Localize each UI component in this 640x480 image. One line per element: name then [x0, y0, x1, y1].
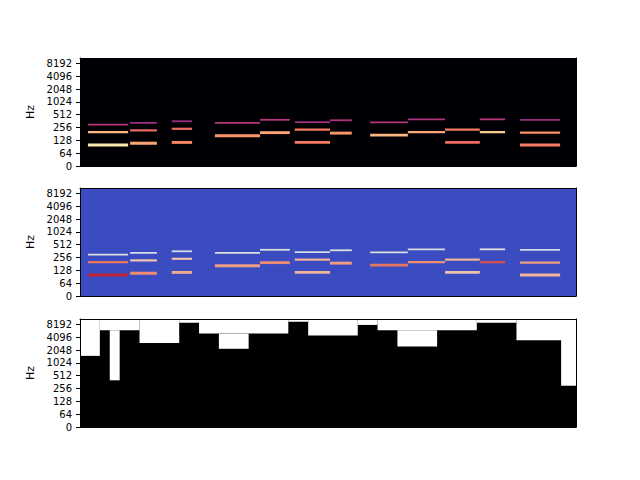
- svg-text:256: 256: [53, 383, 72, 394]
- svg-text:256: 256: [53, 122, 72, 133]
- svg-text:256: 256: [53, 252, 72, 263]
- svg-text:Hz: Hz: [24, 105, 37, 119]
- svg-text:512: 512: [53, 239, 72, 250]
- svg-text:Hz: Hz: [24, 366, 37, 380]
- svg-text:0: 0: [66, 422, 72, 433]
- svg-text:1024: 1024: [47, 96, 72, 107]
- svg-text:8192: 8192: [47, 188, 72, 199]
- svg-text:64: 64: [59, 278, 72, 289]
- svg-text:64: 64: [59, 148, 72, 159]
- svg-text:4096: 4096: [47, 201, 72, 212]
- svg-text:8192: 8192: [47, 319, 72, 330]
- svg-text:128: 128: [53, 265, 72, 276]
- svg-text:1024: 1024: [47, 226, 72, 237]
- svg-text:64: 64: [59, 409, 72, 420]
- svg-text:4096: 4096: [47, 332, 72, 343]
- svg-text:2048: 2048: [47, 214, 72, 225]
- svg-text:8192: 8192: [47, 58, 72, 69]
- svg-text:512: 512: [53, 109, 72, 120]
- svg-text:0: 0: [66, 291, 72, 302]
- svg-text:512: 512: [53, 370, 72, 381]
- svg-text:4096: 4096: [47, 71, 72, 82]
- svg-text:0: 0: [66, 161, 72, 172]
- svg-text:1024: 1024: [47, 357, 72, 368]
- svg-text:2048: 2048: [47, 84, 72, 95]
- svg-text:128: 128: [53, 396, 72, 407]
- svg-text:2048: 2048: [47, 345, 72, 356]
- svg-text:128: 128: [53, 135, 72, 146]
- svg-text:Hz: Hz: [24, 235, 37, 249]
